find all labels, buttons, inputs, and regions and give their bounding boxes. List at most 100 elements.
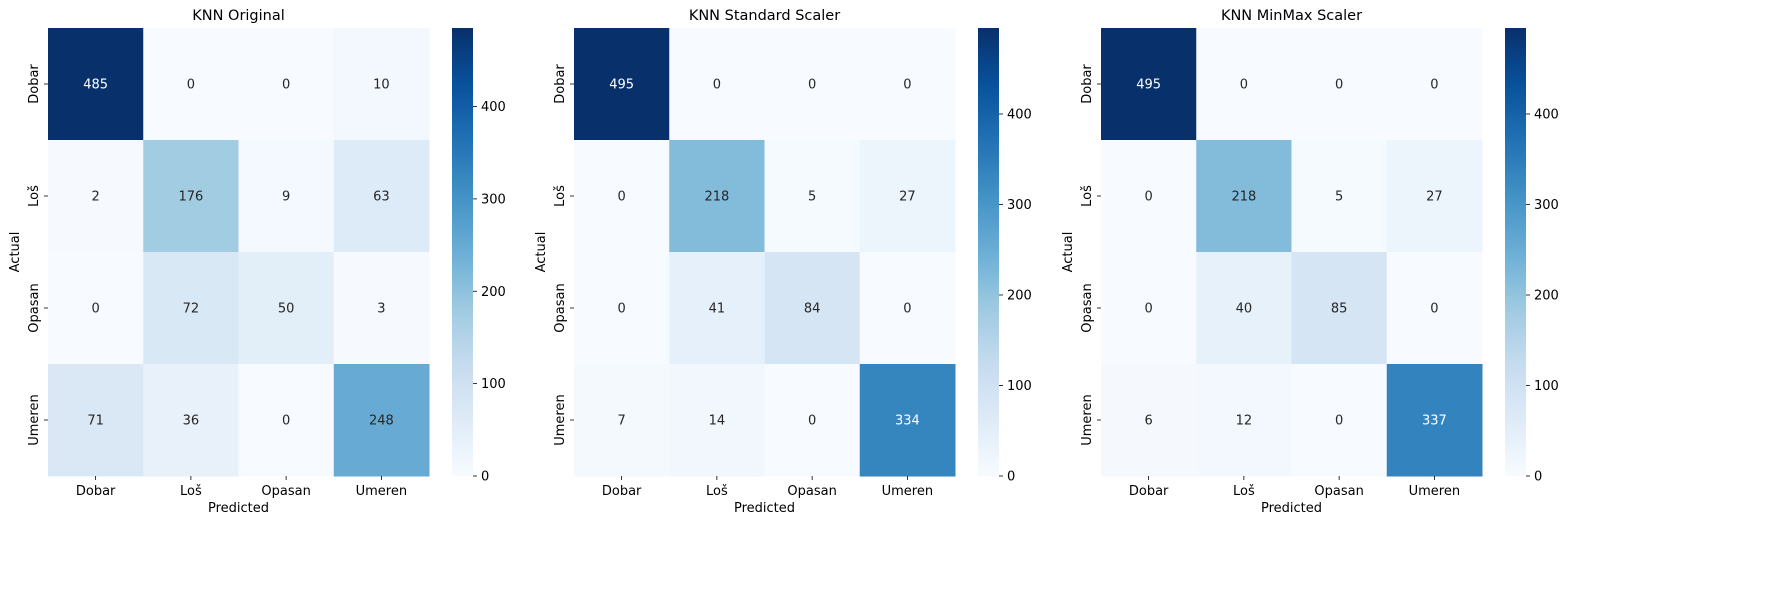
y-tick-label: Opasan — [1080, 283, 1095, 332]
y-tick-label: Opasan — [27, 283, 42, 332]
heatmap-cell — [238, 252, 335, 365]
heatmap-cell — [764, 252, 861, 365]
cell-value-label: 218 — [1231, 190, 1256, 205]
colorbar-tick-label: 400 — [1534, 107, 1559, 122]
heatmap-cell — [574, 140, 670, 253]
cell-value-label: 12 — [1236, 414, 1253, 429]
heatmap-cell — [1196, 252, 1292, 365]
heatmap-cell — [238, 140, 335, 253]
cell-value-label: 0 — [1430, 78, 1438, 93]
heatmap-cell — [1386, 364, 1483, 477]
y-axis-label: Actual — [1061, 232, 1076, 273]
heatmap-cell — [333, 252, 430, 365]
heatmap-cell — [1386, 140, 1483, 253]
heatmap-cell — [48, 140, 144, 253]
heatmap-cell — [1291, 252, 1388, 365]
chart-title: KNN MinMax Scaler — [1221, 8, 1362, 24]
colorbar-tick-label: 300 — [1007, 198, 1032, 213]
cell-value-label: 27 — [1426, 190, 1443, 205]
cell-value-label: 0 — [903, 78, 911, 93]
cell-value-label: 0 — [187, 78, 195, 93]
cell-value-label: 0 — [1144, 190, 1152, 205]
cell-value-label: 14 — [709, 414, 726, 429]
heatmap-cell — [764, 140, 861, 253]
heatmap-cell — [143, 140, 239, 253]
cell-value-label: 334 — [895, 414, 920, 429]
heatmap-cell — [143, 28, 239, 141]
heatmap-panel-2: KNN Standard Scaler 495 0 0 0 0 218 5 27 0 41 84 0 7 1… — [534, 8, 1032, 516]
cell-value-label: 0 — [713, 78, 721, 93]
colorbar-tick-label: 100 — [481, 377, 506, 392]
colorbar-tick-label: 100 — [1534, 379, 1559, 394]
y-tick-label: Umeren — [1080, 394, 1095, 445]
colorbar-tick-label: 0 — [481, 470, 489, 485]
y-tick-label: Umeren — [553, 394, 568, 445]
heatmap-cell — [669, 28, 765, 141]
cell-value-label: 5 — [1335, 190, 1343, 205]
x-tick-label: Loš — [180, 484, 202, 499]
y-tick-label: Dobar — [27, 64, 42, 104]
cell-value-label: 0 — [903, 302, 911, 317]
cell-value-label: 71 — [87, 414, 104, 429]
heatmap-cell — [574, 252, 670, 365]
cell-value-label: 50 — [278, 302, 295, 317]
heatmap-cell — [1386, 28, 1483, 141]
x-tick-label: Loš — [706, 484, 728, 499]
heatmap-cell — [1196, 28, 1292, 141]
y-axis-label: Actual — [534, 232, 549, 273]
heatmap-cell — [48, 28, 144, 141]
x-axis-label: Predicted — [734, 501, 795, 516]
cell-value-label: 0 — [1430, 302, 1438, 317]
y-tick-label: Loš — [1080, 185, 1095, 207]
colorbar — [1505, 28, 1526, 476]
heatmap-cell — [574, 364, 670, 477]
x-axis-label: Predicted — [208, 501, 269, 516]
heatmap-cell — [333, 364, 430, 477]
cell-value-label: 85 — [1331, 302, 1348, 317]
cell-value-label: 9 — [282, 190, 290, 205]
colorbar-tick-label: 200 — [1007, 288, 1032, 303]
heatmap-cell — [1101, 140, 1197, 253]
cell-value-label: 36 — [183, 414, 200, 429]
y-tick-label: Loš — [27, 185, 42, 207]
cell-value-label: 5 — [808, 190, 816, 205]
x-axis-label: Predicted — [1261, 501, 1322, 516]
x-tick-label: Opasan — [787, 484, 836, 499]
heatmap-cell — [764, 364, 861, 477]
heatmap-cell — [238, 28, 335, 141]
colorbar-tick-label: 400 — [481, 100, 506, 115]
cell-value-label: 0 — [1335, 414, 1343, 429]
colorbar-tick-label: 200 — [481, 285, 506, 300]
cell-value-label: 27 — [899, 190, 916, 205]
x-tick-label: Loš — [1233, 484, 1255, 499]
cell-value-label: 0 — [282, 414, 290, 429]
cell-value-label: 495 — [609, 78, 634, 93]
heatmap-panel-1: KNN Original 485 0 0 10 2 176 9 63 0 72 50 3 71 36 0 248… — [8, 8, 506, 516]
heatmap-cell — [859, 28, 956, 141]
heatmap-cell — [48, 364, 144, 477]
heatmap-cell — [1291, 28, 1388, 141]
cell-value-label: 6 — [1144, 414, 1152, 429]
cell-value-label: 0 — [1335, 78, 1343, 93]
colorbar-tick-label: 300 — [481, 192, 506, 207]
colorbar-tick-label: 200 — [1534, 288, 1559, 303]
cell-value-label: 0 — [91, 302, 99, 317]
heatmap-cell — [669, 364, 765, 477]
cell-value-label: 0 — [808, 78, 816, 93]
cell-value-label: 248 — [369, 414, 394, 429]
heatmap-cell — [1101, 252, 1197, 365]
heatmap-cell — [669, 140, 765, 253]
cell-value-label: 10 — [373, 78, 390, 93]
cell-value-label: 63 — [373, 190, 390, 205]
x-tick-label: Opasan — [261, 484, 310, 499]
cell-value-label: 218 — [704, 190, 729, 205]
cell-value-label: 3 — [377, 302, 385, 317]
heatmap-cell — [859, 364, 956, 477]
heatmap-cell — [1101, 28, 1197, 141]
cell-value-label: 72 — [183, 302, 200, 317]
cell-value-label: 0 — [617, 302, 625, 317]
heatmap-cell — [333, 28, 430, 141]
colorbar — [452, 28, 473, 476]
heatmap-cell — [1291, 364, 1388, 477]
cell-value-label: 41 — [709, 302, 726, 317]
